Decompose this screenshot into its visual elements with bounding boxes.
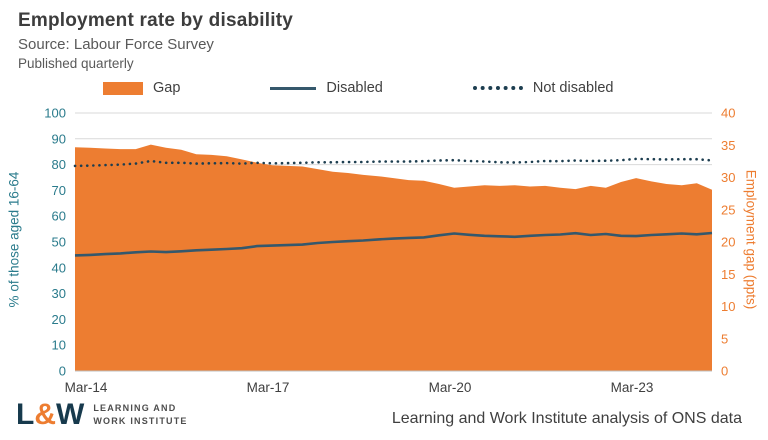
left-axis-title: % of those aged 16-64: [6, 171, 22, 308]
credit-text: Learning and Work Institute analysis of …: [391, 410, 742, 427]
svg-text:90: 90: [52, 131, 66, 146]
svg-text:10: 10: [52, 338, 66, 353]
disabled-line-swatch-icon: [270, 86, 317, 90]
legend-label-not-disabled: Not disabled: [532, 80, 614, 96]
svg-text:15: 15: [721, 267, 735, 282]
lw-logo-mark: L&W: [16, 398, 85, 431]
svg-text:0: 0: [59, 364, 66, 379]
svg-text:40: 40: [52, 260, 66, 275]
svg-text:25: 25: [721, 202, 735, 217]
legend-item-not-disabled: Not disabled: [472, 80, 614, 96]
svg-text:Mar-20: Mar-20: [429, 380, 472, 395]
published-label: Published quarterly: [18, 56, 134, 71]
svg-text:30: 30: [52, 286, 66, 301]
svg-text:10: 10: [721, 299, 735, 314]
svg-text:40: 40: [721, 106, 735, 121]
svg-text:20: 20: [52, 312, 66, 327]
not-disabled-dotted-swatch-icon: [472, 86, 523, 90]
right-axis-title: Employment gap (ppts): [743, 169, 759, 310]
svg-text:0: 0: [721, 364, 728, 379]
svg-text:70: 70: [52, 183, 66, 198]
svg-text:5: 5: [721, 331, 728, 346]
svg-text:80: 80: [52, 157, 66, 172]
source-label: Source: Labour Force Survey: [18, 36, 214, 53]
svg-text:35: 35: [721, 138, 735, 153]
svg-text:Mar-23: Mar-23: [611, 380, 654, 395]
svg-text:Mar-14: Mar-14: [65, 380, 108, 395]
svg-text:30: 30: [721, 170, 735, 185]
svg-text:100: 100: [44, 106, 66, 121]
page-title: Employment rate by disability: [18, 10, 294, 31]
gap-area-swatch-icon: [103, 81, 143, 95]
legend-item-disabled: Disabled: [270, 80, 383, 96]
svg-text:60: 60: [52, 209, 66, 224]
svg-text:20: 20: [721, 235, 735, 250]
legend-label-disabled: Disabled: [326, 80, 383, 96]
lw-logo-line2: WORK INSTITUTE: [93, 416, 188, 426]
chart-legend: Gap Disabled Not disabled: [103, 80, 613, 96]
legend-item-gap: Gap: [103, 80, 180, 96]
svg-text:50: 50: [52, 235, 66, 250]
lw-logo-ampersand: &: [34, 398, 56, 431]
lw-logo-text: LEARNING AND WORK INSTITUTE: [93, 402, 187, 428]
chart-header: Employment rate by disability Source: La…: [18, 10, 293, 71]
svg-text:Mar-17: Mar-17: [247, 380, 290, 395]
legend-label-gap: Gap: [153, 80, 181, 96]
lw-logo: L&W LEARNING AND WORK INSTITUTE: [16, 398, 188, 432]
lw-logo-line1: LEARNING AND: [93, 402, 177, 413]
